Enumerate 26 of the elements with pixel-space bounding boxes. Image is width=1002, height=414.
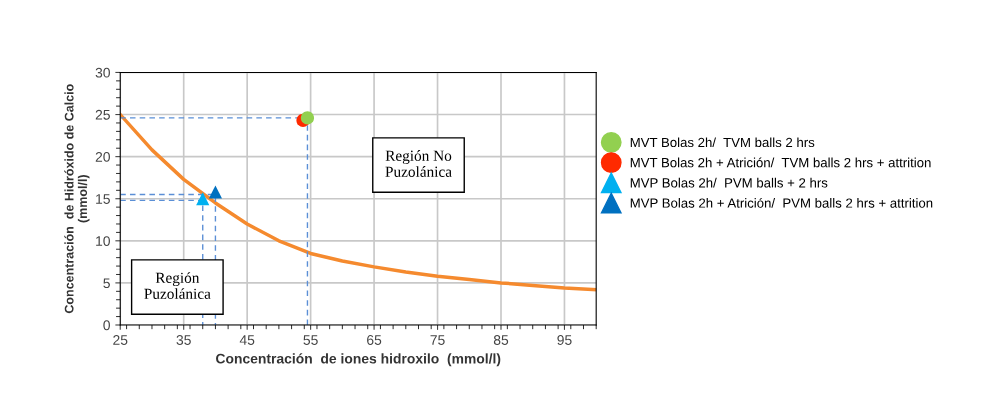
y-tick-label: 30 — [95, 67, 110, 78]
x-tick-label: 35 — [176, 335, 191, 345]
x-axis-title: Concentración de iones hidroxilo (mmol/l) — [216, 353, 501, 367]
x-tick-label: 75 — [430, 335, 445, 345]
legend-label: MVT Bolas 2h/ TVM balls 2 hrs — [630, 137, 815, 148]
y-axis-title: Concentración de Hidróxido de Calcio (mmol/l) — [64, 84, 90, 314]
x-tick-label: 95 — [557, 335, 572, 345]
y-tick-label: 10 — [96, 236, 110, 246]
point — [208, 185, 223, 199]
x-tick-label: 25 — [113, 335, 128, 345]
y-tick-label: 15 — [96, 194, 110, 204]
legend-label: MVT Bolas 2h + Atrición/ TVM balls 2 hrs + attrition — [630, 157, 931, 168]
annotation: Región No Puzolánica — [385, 150, 452, 177]
point — [196, 192, 210, 206]
annotation: Región Puzolánica — [144, 272, 211, 299]
x-tick-label: 65 — [367, 335, 382, 345]
x-tick-label: 85 — [493, 335, 509, 345]
point — [300, 111, 315, 125]
x-tick-label: 55 — [303, 335, 318, 345]
y-tick-label: 5 — [103, 278, 110, 289]
legend-label: MVP Bolas 2h/ PVM balls + 2 hrs — [630, 177, 828, 188]
y-tick-label: 20 — [95, 151, 110, 162]
y-tick-label: 0 — [103, 320, 110, 331]
x-tick-label: 45 — [239, 335, 255, 345]
y-tick-label: 25 — [95, 109, 110, 120]
legend-label: MVP Bolas 2h + Atrición/ PVM balls 2 hrs + attrition — [630, 197, 933, 208]
